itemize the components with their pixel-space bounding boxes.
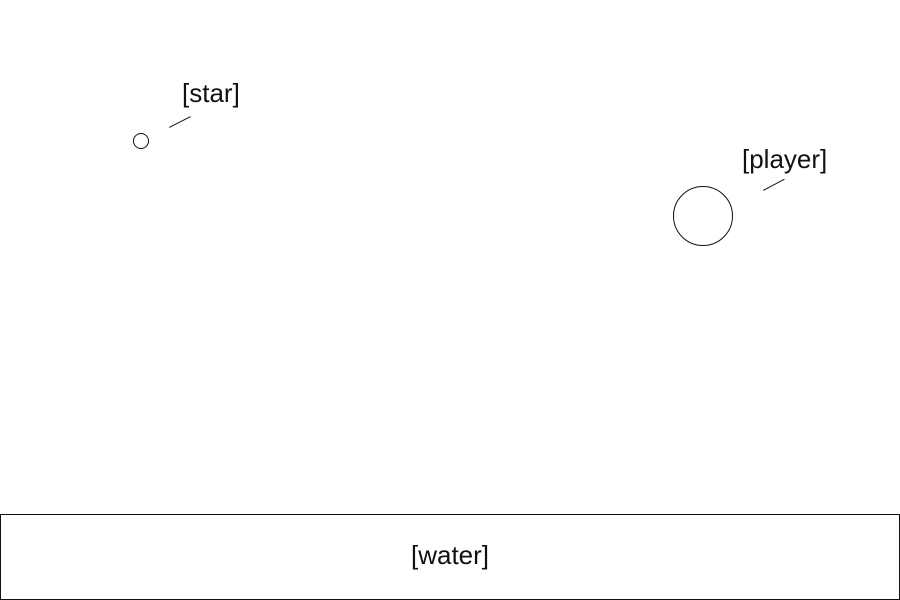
star-label: [star] bbox=[182, 78, 240, 108]
star bbox=[133, 133, 149, 149]
player bbox=[673, 186, 733, 246]
star-leader-line bbox=[169, 116, 191, 128]
player-leader-line bbox=[763, 178, 785, 191]
water-label: [water] bbox=[410, 540, 490, 570]
water: [water] bbox=[0, 514, 900, 600]
player-label: [player] bbox=[742, 144, 828, 174]
